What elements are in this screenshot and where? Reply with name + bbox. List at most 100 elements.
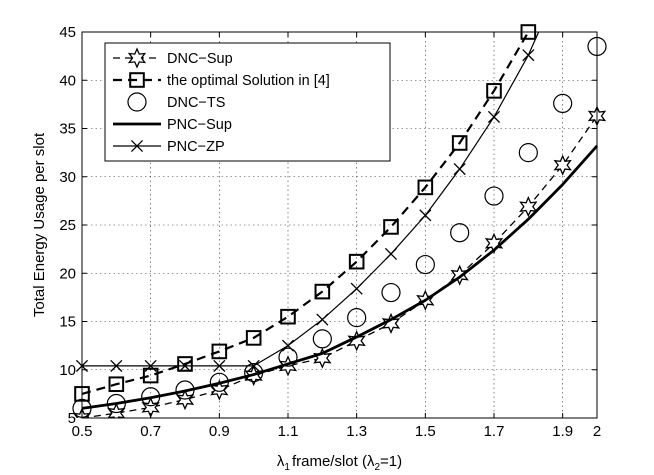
x-tick-label: 0.5 [72,423,93,440]
data-point-the-optimal-solution-in-4 [142,367,159,384]
data-point-dnc-ts [347,308,367,328]
series-layer [72,24,607,418]
data-point-dnc-sup [553,154,572,176]
legend-entry-dnc-ts: DNC−TS [127,92,225,112]
x-marker-stroke [178,359,192,372]
x-axis-label-text1: frame/slot ( [292,453,367,470]
series-line-pnc-sup [81,144,599,410]
data-point-dnc-sup [484,232,504,254]
data-point-the-optimal-solution-in-4 [280,308,296,325]
series-pnc-zp [75,31,540,372]
x-marker-stroke [110,359,123,372]
legend-marker-pnc-zp [130,139,144,153]
series-pnc-sup [81,144,599,410]
legend: DNC−Sup the optimal Solution in [4] DNC−TS… [104,42,391,162]
data-point-dnc-sup [347,330,366,352]
data-point-dnc-ts [381,282,401,303]
series-line-dnc-sup [81,115,598,418]
x-tick-label: 0.9 [209,423,230,440]
data-point-pnc-zp [178,359,192,372]
y-axis-label: Total Energy Usage per slot [31,132,48,317]
legend-entry-pnc-sup: PNC−Sup [113,117,232,133]
y-tick-label: 30 [59,169,76,186]
data-point-dnc-sup [313,347,332,369]
series-the-optimal-solution-in-4 [74,24,537,402]
data-point-pnc-zp [316,313,329,326]
data-point-the-optimal-solution-in-4 [177,356,193,372]
data-point-pnc-zp [419,209,432,222]
x-marker-stroke [522,49,535,62]
data-point-dnc-ts [415,254,435,275]
legend-box [104,42,391,162]
data-point-pnc-zp [350,282,363,295]
data-point-pnc-zp [487,110,501,123]
data-point-dnc-ts [278,347,298,367]
y-tick-label: 40 [59,72,76,89]
data-point-dnc-ts [312,329,332,349]
y-tick-label: 15 [59,314,76,331]
x-tick-label: 0.7 [140,423,161,440]
legend-label-pnc-sup: PNC−Sup [167,117,232,133]
y-tick-label: 35 [59,121,76,138]
x-marker-stroke [144,359,157,372]
x-axis-label-lambda1: λ [277,453,285,470]
x-marker-stroke [350,282,363,295]
data-point-the-optimal-solution-in-4 [108,376,125,393]
data-point-pnc-zp [213,359,226,372]
legend-entry-pnc-zp: PNC−ZP [113,139,225,155]
x-axis-label-sub1: 1 [284,462,290,473]
legend-marker-dnc-ts [127,92,147,112]
legend-label-dnc-ts: DNC−TS [167,95,225,111]
x-tick-label: 1.3 [346,423,367,440]
x-marker-stroke [419,209,432,222]
data-point-dnc-ts [484,186,504,206]
legend-marker-the-optimal-solution-in-4 [129,72,145,88]
data-point-the-optimal-solution-in-4 [417,179,434,196]
x-tick-label: 1.1 [278,423,299,440]
y-tick-label: 20 [59,265,76,282]
data-point-the-optimal-solution-in-4 [451,135,468,151]
x-tick-label: 1.7 [484,423,505,440]
x-tick-label: 1.9 [552,423,573,440]
data-point-pnc-zp [281,339,295,352]
data-point-dnc-ts [450,223,470,243]
x-axis-label-sub2: 2 [374,462,380,473]
data-point-the-optimal-solution-in-4 [383,219,399,235]
data-point-the-optimal-solution-in-4 [245,330,262,346]
data-point-dnc-ts [553,93,573,114]
x-tick-label: 1.5 [415,423,436,440]
data-point-the-optimal-solution-in-4 [348,253,365,270]
x-axis-label: λ1 frame/slot (λ2=1) [277,453,402,473]
data-point-dnc-ts [518,143,538,163]
legend-entry-dnc-sup: DNC−Sup [113,47,233,69]
data-point-the-optimal-solution-in-4 [486,83,502,99]
x-marker-stroke [316,313,329,326]
data-point-pnc-zp [144,359,157,372]
data-point-the-optimal-solution-in-4 [314,283,331,300]
ticks: 0.5 0.7 0.9 1.1 1.3 1.5 1.7 1.9 2510152025303540… [59,24,601,440]
x-marker-stroke [453,162,466,176]
y-tick-label: 5 [68,410,76,427]
data-point-dnc-sup [519,196,538,218]
x-marker-stroke [487,110,501,123]
legend-marker-dnc-sup [127,47,147,69]
y-tick-label: 10 [59,362,76,379]
data-point-pnc-zp [522,49,535,62]
x-axis-label-lambda2: λ [367,453,375,470]
x-axis-label-text2: =1) [380,453,402,470]
x-marker-stroke [247,359,260,372]
legend-label-the-optimal-solution-in-4: the optimal Solution in [4] [167,73,330,89]
data-point-dnc-sup [381,312,401,335]
legend-entry-the-optimal-solution-in-4: the optimal Solution in [4] [113,72,330,89]
data-point-pnc-zp [453,162,466,176]
data-point-the-optimal-solution-in-4 [211,343,228,360]
x-tick-label: 2 [593,423,601,440]
x-marker-stroke [213,359,226,372]
data-point-pnc-zp [110,359,123,372]
x-marker-stroke [130,139,144,153]
y-tick-label: 25 [59,217,76,234]
x-marker-stroke [281,339,295,352]
legend-label-pnc-zp: PNC−ZP [167,139,225,155]
data-point-pnc-zp [384,247,398,261]
